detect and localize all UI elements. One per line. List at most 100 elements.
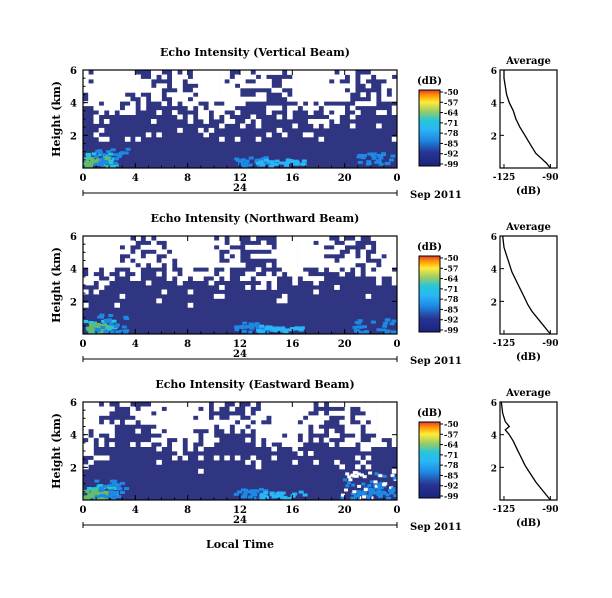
no-data-cell (376, 442, 382, 447)
no-data-cell (313, 428, 319, 434)
no-data-cell (391, 276, 398, 281)
no-data-cell (302, 406, 309, 412)
no-data-cell (151, 428, 157, 434)
no-data-cell (370, 96, 377, 102)
no-data-cell (208, 271, 215, 277)
profile-frame (499, 69, 558, 169)
y-tick-label: 6 (70, 398, 77, 409)
no-data-cell (391, 271, 398, 277)
no-data-cell (260, 70, 267, 75)
echo-cell (114, 323, 120, 327)
no-data-cell (198, 258, 204, 264)
no-data-cell (302, 87, 309, 93)
no-data-cell (329, 114, 335, 120)
no-data-cell (287, 406, 293, 412)
no-data-cell (266, 110, 272, 115)
no-data-cell (88, 410, 94, 416)
no-data-cell (370, 415, 377, 421)
echo-cell (392, 476, 397, 480)
no-data-cell (376, 433, 382, 439)
echo-cell (240, 162, 246, 166)
no-data-cell (234, 428, 241, 434)
no-data-cell (172, 101, 178, 107)
no-data-cell (281, 132, 288, 138)
no-data-cell (339, 262, 345, 268)
no-data-cell (88, 459, 94, 465)
no-data-cell (109, 83, 115, 89)
no-data-cell (250, 114, 257, 120)
echo-cell (390, 154, 396, 158)
no-data-cell (276, 87, 283, 93)
no-data-cell (203, 419, 209, 425)
no-data-cell (109, 276, 115, 281)
echo-cell (255, 325, 261, 329)
no-data-cell (308, 240, 314, 246)
echo-cell (288, 159, 294, 163)
echo-cell (350, 496, 356, 500)
echo-cell (100, 326, 106, 330)
no-data-cell (98, 285, 105, 290)
no-data-cell (166, 253, 173, 259)
no-data-cell (198, 455, 204, 461)
no-data-cell (93, 105, 100, 111)
no-data-cell (391, 244, 398, 250)
colorbar (418, 89, 441, 167)
profile-y-tick-label: 6 (491, 233, 497, 243)
no-data-cell (386, 267, 393, 273)
no-data-cell (360, 402, 366, 407)
no-data-cell (119, 271, 126, 277)
echo-cell (369, 496, 374, 500)
no-data-cell (203, 262, 209, 268)
x-tick-label: 16 (285, 339, 299, 350)
echo-panel-3: Echo Intensity (Eastward Beam)0 4 8 12 16 20 0… (50, 378, 559, 533)
no-data-cell (229, 78, 236, 84)
echo-cell (283, 330, 289, 334)
echo-cell (116, 155, 122, 158)
no-data-cell (329, 433, 335, 439)
no-data-cell (203, 96, 209, 102)
echo-cell (361, 491, 366, 495)
no-data-cell (182, 419, 188, 425)
echo-cell (370, 488, 376, 492)
echo-cell (252, 493, 258, 497)
no-data-cell (177, 424, 183, 430)
colorbar-tick-label: -78 (444, 460, 459, 470)
echo-panel-1: Echo Intensity (Vertical Beam)0 4 8 12 16 20 0… (50, 46, 559, 201)
no-data-cell (386, 236, 393, 241)
echo-cell (98, 160, 104, 164)
no-data-cell (334, 459, 340, 465)
profile-y-tick-label: 2 (491, 464, 497, 474)
no-data-cell (109, 406, 115, 412)
no-data-cell (302, 249, 309, 255)
echo-cell (369, 490, 374, 494)
no-data-cell (360, 406, 366, 412)
no-data-cell (391, 249, 398, 255)
echo-cell (391, 319, 397, 323)
no-data-cell (302, 428, 309, 434)
no-data-cell (329, 267, 335, 273)
echo-cell (249, 325, 255, 329)
profile-x-tick-label: -90 (542, 173, 558, 183)
no-data-cell (334, 110, 340, 115)
no-data-cell (88, 442, 94, 447)
no-data-cell (219, 402, 225, 407)
no-data-cell (103, 267, 110, 273)
no-data-cell (266, 271, 272, 277)
no-data-cell (297, 249, 304, 255)
no-data-cell (334, 119, 340, 124)
y-tick-label: 2 (70, 463, 77, 474)
echo-cell (102, 484, 108, 488)
no-data-cell (339, 258, 345, 264)
no-data-cell (93, 415, 100, 421)
no-data-cell (103, 419, 110, 425)
no-data-cell (182, 406, 188, 412)
no-data-cell (260, 410, 267, 416)
echo-cell (85, 152, 91, 156)
no-data-cell (198, 271, 204, 277)
profile-title: Average (505, 388, 551, 399)
no-data-cell (245, 70, 251, 75)
no-data-cell (224, 262, 230, 268)
echo-cell (249, 490, 254, 494)
echo-cell (373, 480, 378, 484)
no-data-cell (88, 87, 94, 93)
